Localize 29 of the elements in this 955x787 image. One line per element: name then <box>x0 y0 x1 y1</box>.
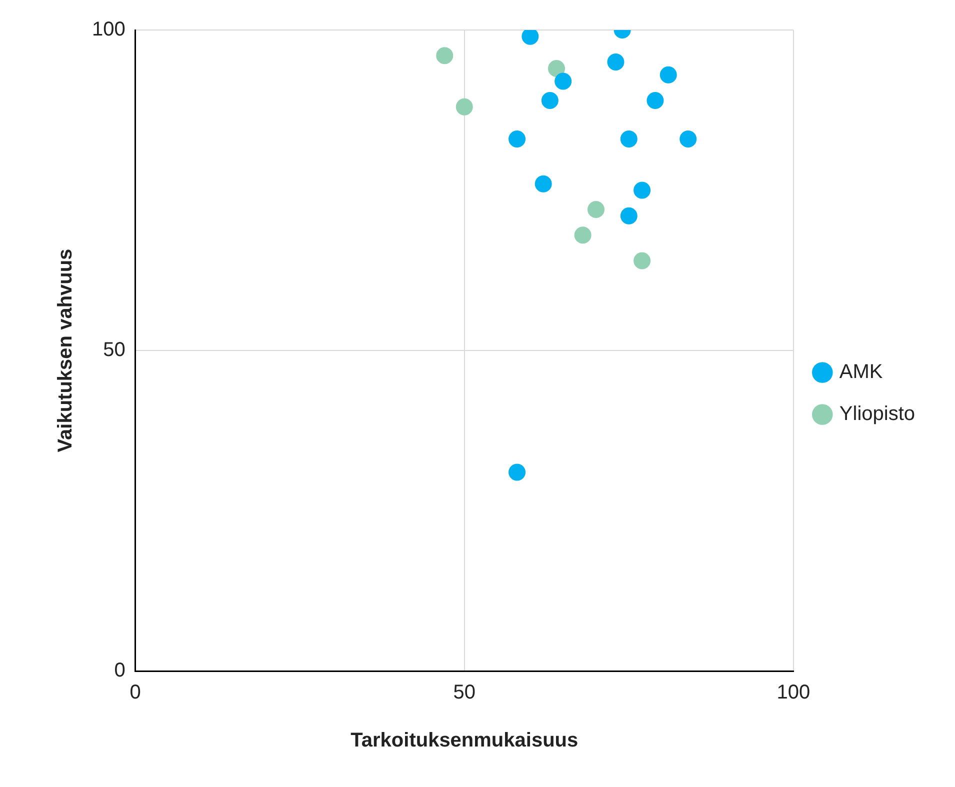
point <box>587 200 604 218</box>
point <box>456 98 473 116</box>
point <box>548 60 566 77</box>
point <box>680 130 697 148</box>
x-tick-label: 0 <box>130 682 141 704</box>
point <box>574 226 592 244</box>
point <box>508 464 526 481</box>
x-tick-label: 50 <box>453 682 476 704</box>
point <box>554 72 572 90</box>
point <box>646 92 664 110</box>
x-tick-label: 100 <box>776 682 810 704</box>
point <box>522 30 539 45</box>
point <box>660 66 677 84</box>
point <box>508 130 526 148</box>
legend-label: AMK <box>839 361 884 384</box>
point <box>620 130 638 148</box>
point <box>607 54 624 71</box>
y-tick-label: 0 <box>114 660 126 682</box>
point <box>620 207 638 224</box>
point <box>534 175 552 192</box>
point <box>634 182 651 199</box>
x-axis-title: Tarkoituksenmukaisuus <box>350 730 578 752</box>
y-tick-label: 50 <box>103 339 126 362</box>
y-axis-title: Vaikutuksen vahvuus <box>54 248 77 452</box>
point <box>541 92 558 110</box>
y-tick-label: 100 <box>92 18 126 41</box>
legend-label: Yliopisto <box>839 403 916 426</box>
point <box>634 252 651 270</box>
point <box>436 47 454 64</box>
